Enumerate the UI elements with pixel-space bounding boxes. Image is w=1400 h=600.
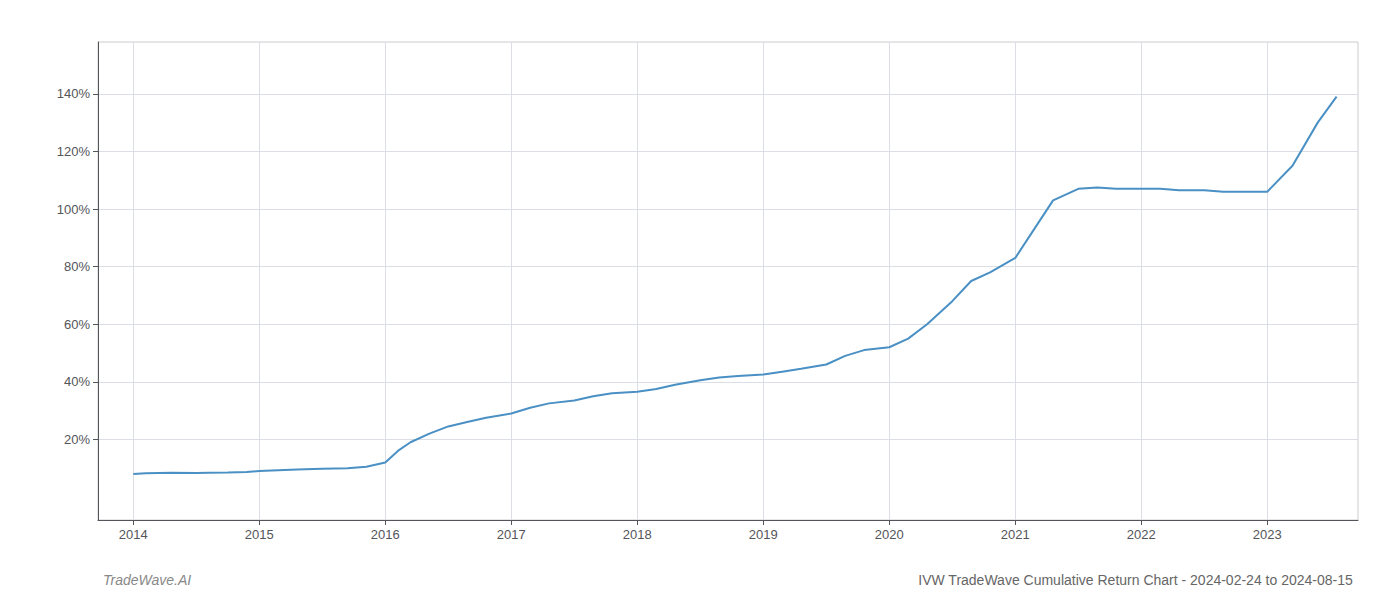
svg-text:120%: 120% (57, 144, 91, 159)
svg-text:20%: 20% (64, 432, 90, 447)
svg-text:TradeWave.AI: TradeWave.AI (103, 572, 191, 588)
svg-text:2014: 2014 (119, 527, 148, 542)
svg-text:2022: 2022 (1127, 527, 1156, 542)
svg-text:40%: 40% (64, 374, 90, 389)
svg-text:60%: 60% (64, 317, 90, 332)
svg-text:2017: 2017 (497, 527, 526, 542)
svg-text:2019: 2019 (749, 527, 778, 542)
svg-text:IVW TradeWave Cumulative Retur: IVW TradeWave Cumulative Return Chart - … (918, 572, 1353, 588)
svg-text:2016: 2016 (371, 527, 400, 542)
svg-text:2020: 2020 (875, 527, 904, 542)
svg-text:2021: 2021 (1001, 527, 1030, 542)
svg-text:2018: 2018 (623, 527, 652, 542)
svg-text:100%: 100% (57, 202, 91, 217)
svg-text:80%: 80% (64, 259, 90, 274)
svg-text:140%: 140% (57, 86, 91, 101)
svg-text:2015: 2015 (245, 527, 274, 542)
svg-text:2023: 2023 (1253, 527, 1282, 542)
